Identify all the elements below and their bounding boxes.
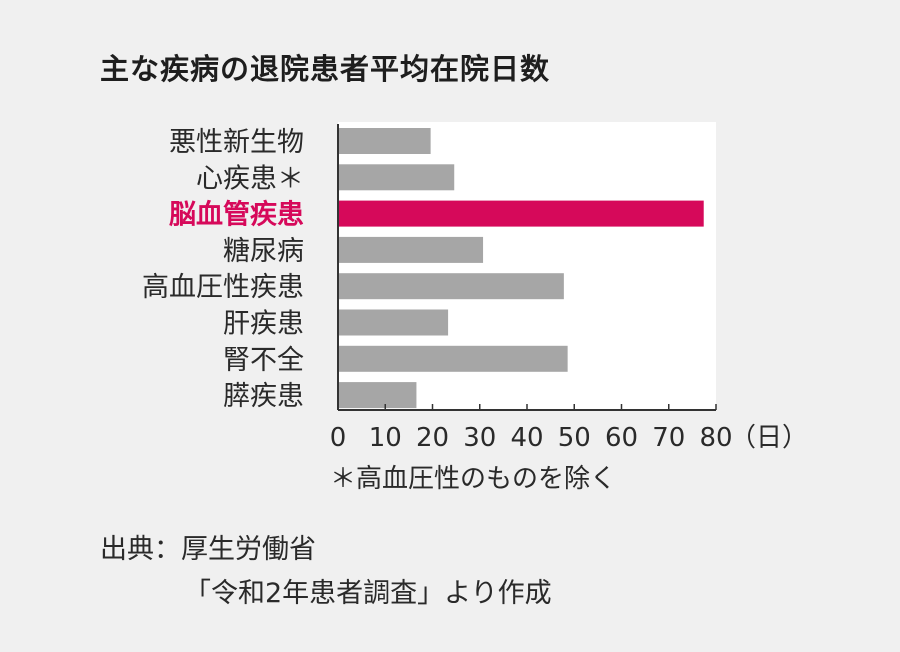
footnote: ＊高血圧性のものを除く xyxy=(330,464,617,494)
category-label-2: 脳血管疾患 xyxy=(168,199,304,231)
bar-6 xyxy=(338,345,568,372)
category-label-1: 心疾患＊ xyxy=(196,163,304,194)
source-text: 出典：厚生労働省 「令和2年患者調査」より作成 xyxy=(100,528,552,616)
bar-1 xyxy=(338,164,455,191)
x-tick-label-2: 20 xyxy=(416,423,449,453)
x-tick-label-7: 70 xyxy=(652,423,685,453)
source-line-1: 出典：厚生労働省 xyxy=(100,534,316,565)
x-tick-label-0: 0 xyxy=(330,423,347,453)
bar-2 xyxy=(338,200,704,227)
category-label-4: 高血圧性疾患 xyxy=(142,272,304,303)
x-tick-label-4: 40 xyxy=(510,423,543,453)
x-tick-label-8: 80 xyxy=(699,423,732,453)
bar-5 xyxy=(338,309,449,336)
x-tick-label-3: 30 xyxy=(463,423,496,453)
chart-title: 主な疾病の退院患者平均在院日数 xyxy=(100,52,551,86)
source-line-2: 「令和2年患者調査」より作成 xyxy=(184,578,552,609)
category-label-5: 肝疾患 xyxy=(223,309,304,340)
category-label-6: 腎不全 xyxy=(223,345,304,376)
category-label-7: 膵疾患 xyxy=(223,381,304,412)
bar-7 xyxy=(338,382,417,409)
bar-3 xyxy=(338,236,484,263)
x-tick-label-5: 50 xyxy=(558,423,591,453)
category-label-3: 糖尿病 xyxy=(223,236,304,267)
x-tick-label-6: 60 xyxy=(605,423,638,453)
category-label-0: 悪性新生物 xyxy=(169,127,304,158)
bar-4 xyxy=(338,273,564,300)
x-unit-label: （日） xyxy=(730,423,808,453)
x-tick-label-1: 10 xyxy=(369,423,402,453)
bar-0 xyxy=(338,128,431,154)
